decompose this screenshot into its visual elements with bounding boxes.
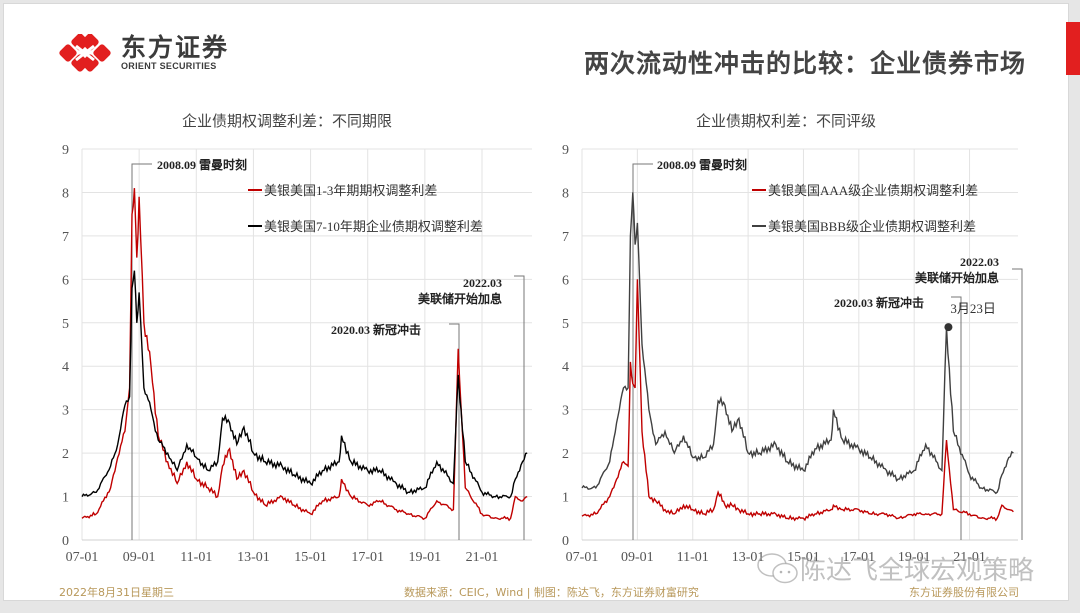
x-tick-label: 07-01 (66, 550, 99, 565)
x-tick-label: 15-01 (787, 550, 820, 565)
y-tick-label: 7 (562, 230, 569, 245)
peak-marker (944, 323, 953, 332)
orient-logo-icon (59, 34, 111, 72)
y-tick-label: 2 (62, 447, 69, 462)
footer-date: 2022年8月31日星期三 (59, 586, 174, 599)
x-tick-label: 11-01 (180, 550, 212, 565)
left-chart-plot: 0 1 2 3 4 5 6 7 8 9 07-01 09-01 11-01 13-01 15-01 17-01… (62, 143, 532, 565)
logo-chinese-name: 东方证券 (121, 32, 230, 62)
annotation-lehman: 2008.09 雷曼时刻 (157, 157, 247, 172)
x-tick-label: 21-01 (953, 550, 986, 565)
annotation-line (1012, 268, 1023, 540)
right-chart-plot: 0 1 2 3 4 5 6 7 8 9 07-01 09-01 11-01 13-01 15-01 17-01… (562, 143, 1023, 565)
x-tick-label: 11-01 (677, 550, 709, 565)
y-tick-label: 6 (62, 273, 69, 288)
left-chart-title: 企业债期权调整利差：不同期限 (182, 112, 393, 130)
x-tick-label: 13-01 (237, 550, 270, 565)
annotation-fed-hike-label: 美联储开始加息 (915, 270, 999, 285)
y-tick-label: 3 (62, 404, 69, 419)
annotation-fed-hike-label: 美联储开始加息 (418, 291, 502, 306)
y-tick-label: 5 (62, 317, 69, 332)
x-tick-label: 09-01 (123, 550, 156, 565)
page-title: 两次流动性冲击的比较：企业债券市场 (584, 49, 1027, 78)
y-tick-label: 9 (62, 143, 69, 158)
x-tick-label: 19-01 (409, 550, 442, 565)
x-tick-label: 21-01 (466, 550, 499, 565)
footer-source: 数据来源：CEIC，Wind | 制图：陈达飞，东方证券财富研究 (404, 586, 699, 599)
annotation-fed-hike-date: 2022.03 (960, 255, 999, 269)
annotation-lehman: 2008.09 雷曼时刻 (657, 157, 747, 172)
annotation-line (449, 323, 460, 540)
y-tick-label: 4 (562, 360, 569, 375)
y-tick-label: 2 (562, 447, 569, 462)
series-line (81, 270, 528, 500)
peak-date-label: 3月23日 (950, 301, 996, 316)
series-line (581, 279, 1014, 522)
series-line (81, 188, 528, 522)
y-tick-label: 7 (62, 230, 69, 245)
annotation-fed-hike-date: 2022.03 (463, 276, 502, 290)
y-tick-label: 5 (562, 317, 569, 332)
x-tick-label: 09-01 (621, 550, 654, 565)
x-tick-label: 19-01 (898, 550, 931, 565)
legend-label: 美银美国1-3年期期权调整利差 (264, 183, 437, 198)
x-tick-label: 13-01 (732, 550, 765, 565)
y-tick-label: 4 (62, 360, 69, 375)
accent-bar (1066, 22, 1080, 75)
annotation-line (632, 163, 653, 540)
y-tick-label: 1 (562, 491, 569, 506)
y-tick-label: 6 (562, 273, 569, 288)
x-tick-label: 07-01 (566, 550, 599, 565)
slide: 东方证券 ORIENT SECURITIES 两次流动性冲击的比较：企业债券市场… (3, 3, 1080, 601)
y-tick-label: 8 (62, 186, 69, 201)
series-line (581, 192, 1014, 495)
annotation-covid: 2020.03 新冠冲击 (331, 322, 421, 337)
legend-label: 美银美国AAA级企业债期权调整利差 (768, 183, 978, 198)
annotation-line (514, 275, 525, 540)
company-logo: 东方证券 ORIENT SECURITIES (59, 34, 229, 72)
watermark-text: 陈达飞全球宏观策略 (800, 556, 1035, 586)
wechat-icon (757, 552, 798, 583)
y-tick-label: 9 (562, 143, 569, 158)
y-tick-label: 8 (562, 186, 569, 201)
y-tick-label: 3 (562, 404, 569, 419)
right-chart-title: 企业债期权利差：不同评级 (696, 112, 877, 130)
left-chart: 0 1 2 3 4 5 6 7 8 9 07-01 09-01 11-01 13-01 15-01 17-01… (62, 143, 1023, 565)
annotation-line (951, 296, 962, 540)
y-tick-label: 0 (62, 534, 69, 549)
annotation-line (131, 163, 152, 540)
annotation-covid: 2020.03 新冠冲击 (834, 295, 924, 310)
y-tick-label: 0 (562, 534, 569, 549)
x-tick-label: 17-01 (842, 550, 875, 565)
legend-label: 美银美国7-10年期企业债期权调整利差 (264, 219, 483, 234)
x-tick-label: 15-01 (294, 550, 327, 565)
legend-label: 美银美国BBB级企业债期权调整利差 (768, 219, 976, 234)
logo-english-name: ORIENT SECURITIES (121, 60, 217, 71)
footer-company: 东方证券股份有限公司 (909, 586, 1019, 599)
y-tick-label: 1 (62, 491, 69, 506)
x-tick-label: 17-01 (351, 550, 384, 565)
watermark: 陈达飞全球宏观策略 (756, 550, 1034, 587)
